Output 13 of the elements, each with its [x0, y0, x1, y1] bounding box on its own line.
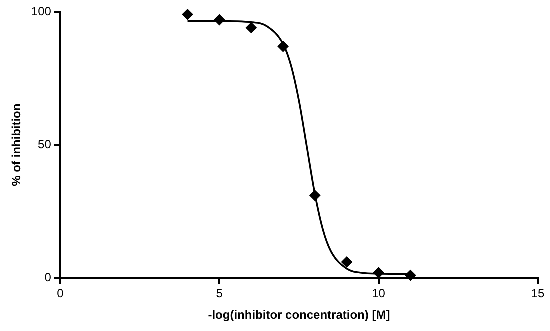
x-tick-label: 10 — [372, 286, 386, 301]
point — [341, 256, 352, 268]
point — [182, 9, 194, 20]
y-tick-label: 50 — [38, 137, 52, 152]
x-axis-title: -log(inhibitor concentration) [M] — [208, 308, 390, 322]
x-tick-label: 15 — [531, 286, 545, 301]
point — [405, 270, 416, 282]
y-tick-label: 0 — [44, 270, 52, 285]
point — [246, 22, 257, 34]
x-tick-label: 0 — [57, 286, 64, 301]
y-axis-title: % of inhibition — [10, 104, 24, 186]
x-tick-label: 5 — [216, 286, 224, 301]
y-tick-label: 100 — [31, 4, 52, 18]
